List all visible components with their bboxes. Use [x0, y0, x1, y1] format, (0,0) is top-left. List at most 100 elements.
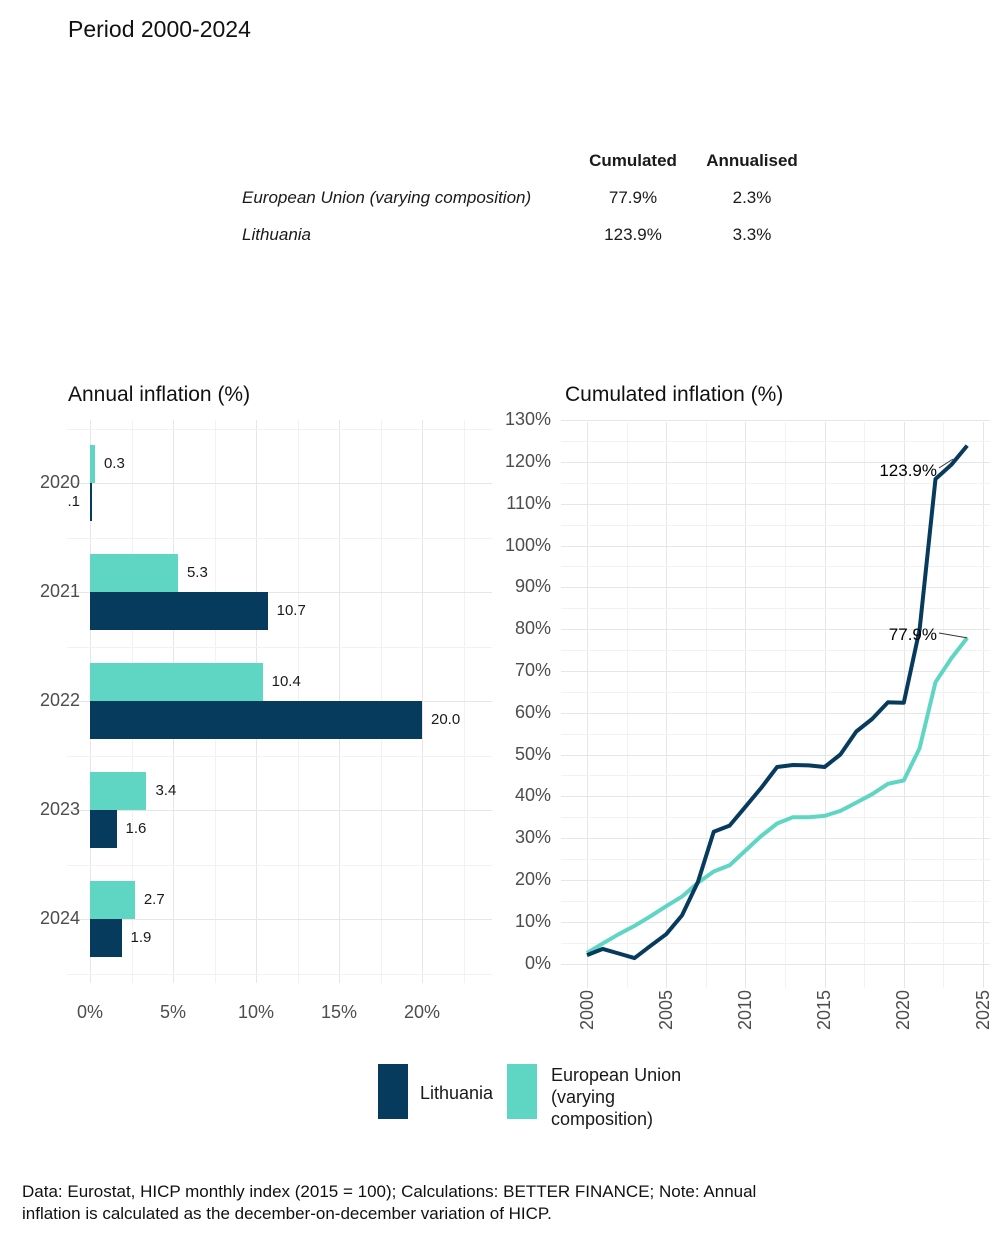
- gridline-v: [587, 422, 588, 988]
- gridline-h: [561, 545, 990, 547]
- axis-tick-label-x: 2020: [892, 990, 916, 1042]
- axis-tick-text: 2005: [655, 990, 676, 1031]
- bar-label: 5.3: [186, 564, 208, 581]
- gridline-v: [745, 422, 747, 988]
- axis-tick-label-y: 70%: [514, 659, 551, 680]
- summary-row-lithuania-cumulated: 123.9%: [604, 225, 662, 244]
- bar-label: 10.4: [271, 673, 301, 690]
- bar-lithuania: [90, 483, 92, 521]
- cumulated-lines-svg: [585, 444, 969, 961]
- gridline-h: [561, 921, 990, 923]
- legend-label-lithuania: Lithuania: [420, 1083, 494, 1103]
- bar-label: 10.7: [276, 602, 306, 619]
- footer-note-line1: Data: Eurostat, HICP monthly index (2015…: [22, 1182, 757, 1201]
- summary-row-lithuania-annualised: 3.3%: [732, 225, 772, 244]
- axis-tick-label-x: 5%: [159, 1002, 186, 1022]
- axis-tick-label-y: 90%: [514, 576, 551, 597]
- axis-tick-label-x: 0%: [76, 1002, 103, 1022]
- gridline-h: [67, 810, 492, 811]
- bar-label: 0.3: [103, 455, 125, 472]
- gridline-h: [561, 838, 990, 840]
- gridline-h: [561, 733, 990, 735]
- axis-tick-label-x: 2010: [733, 990, 757, 1042]
- axis-tick-text: 2000: [576, 990, 597, 1031]
- gridline-h: [561, 587, 990, 589]
- summary-col-header-annualised: Annualised: [706, 151, 798, 170]
- gridline-h: [561, 608, 990, 610]
- gridline-h: [561, 441, 990, 442]
- axis-tick-text: 2020: [893, 990, 914, 1031]
- bar-label: 2.7: [143, 891, 165, 908]
- axis-tick-label-year: 2023: [39, 799, 80, 819]
- gridline-h: [561, 503, 990, 505]
- gridline-v: [705, 422, 707, 988]
- line-series-european-union-varying-composition-: [585, 636, 969, 955]
- legend-label-eu-line2: (varying: [551, 1087, 616, 1107]
- bar-european-union-varying-composition-: [90, 554, 178, 592]
- gridline-v: [626, 422, 628, 988]
- bar-lithuania: [90, 701, 422, 739]
- gridline-h: [561, 524, 990, 526]
- gridline-h: [67, 919, 492, 920]
- cumulated-chart-title: Cumulated inflation (%): [565, 383, 784, 406]
- gridline-h: [561, 691, 990, 693]
- bar-label: 3.4: [155, 782, 177, 799]
- gridline-h: [561, 796, 990, 798]
- axis-tick-label-year: 2022: [39, 690, 80, 710]
- bar-label: 1.6: [125, 820, 147, 837]
- legend-label-eu-line3: composition): [551, 1109, 654, 1129]
- footer-note-line2: inflation is calculated as the december-…: [22, 1204, 552, 1223]
- bar-lithuania: [90, 592, 268, 630]
- axis-tick-text: 2015: [814, 990, 835, 1031]
- bar-lithuania: [90, 919, 122, 957]
- gridline-h: [561, 482, 990, 484]
- summary-row-eu-annualised: 2.3%: [732, 188, 772, 207]
- axis-tick-label-y: 40%: [514, 785, 551, 806]
- legend-label-eu-line1: European Union: [551, 1065, 682, 1085]
- gridline-h: [561, 420, 990, 422]
- axis-tick-label-x: 2015: [813, 990, 837, 1042]
- axis-tick-label-y: 10%: [514, 910, 551, 931]
- axis-tick-label-year: 2024: [39, 908, 80, 928]
- summary-col-header-cumulated: Cumulated: [589, 151, 677, 170]
- bar-european-union-varying-composition-: [90, 663, 263, 701]
- gridline-h: [67, 755, 492, 757]
- bar-label: .1: [67, 493, 80, 510]
- gridline-h: [561, 754, 990, 756]
- gridline-h: [67, 428, 492, 430]
- gridline-h: [561, 775, 990, 777]
- axis-tick-label-x: 10%: [237, 1002, 275, 1022]
- axis-tick-label-y: 50%: [514, 743, 551, 764]
- bar-label: 1.9: [130, 929, 152, 946]
- bar-european-union-varying-composition-: [90, 445, 95, 483]
- annual-chart-title: Annual inflation (%): [68, 383, 251, 406]
- annotation-lithuania-endpoint: 123.9%: [879, 461, 937, 480]
- axis-tick-label-y: 120%: [504, 450, 551, 471]
- axis-tick-label-y: 30%: [514, 827, 551, 848]
- axis-tick-label-x: 2005: [654, 990, 678, 1042]
- axis-tick-label-x: 2000: [575, 990, 599, 1042]
- bar-european-union-varying-composition-: [90, 881, 135, 919]
- line-series-lithuania: [586, 444, 969, 961]
- gridline-v: [983, 422, 984, 988]
- axis-tick-label-y: 130%: [504, 409, 551, 430]
- axis-tick-label-x: 20%: [403, 1002, 441, 1022]
- gridline-h: [561, 817, 990, 819]
- gridline-h: [67, 483, 492, 484]
- annotation-eu-endpoint: 77.9%: [888, 625, 937, 644]
- gridline-h: [67, 973, 492, 975]
- gridline-h: [67, 592, 492, 593]
- bar-label: 20.0: [431, 711, 461, 728]
- axis-tick-text: 2025: [972, 990, 993, 1031]
- bar-lithuania: [90, 810, 117, 848]
- summary-row-lithuania-name: Lithuania: [242, 225, 312, 244]
- axis-tick-label-x: 2025: [971, 990, 995, 1042]
- gridline-h: [561, 670, 990, 672]
- gridline-h: [67, 646, 492, 648]
- annotation-connector: [938, 458, 954, 469]
- gridline-h: [561, 963, 990, 965]
- annotation-connector: [938, 632, 968, 639]
- gridline-h: [561, 461, 990, 463]
- axis-tick-label-y: 60%: [514, 701, 551, 722]
- gridline-v: [785, 422, 786, 988]
